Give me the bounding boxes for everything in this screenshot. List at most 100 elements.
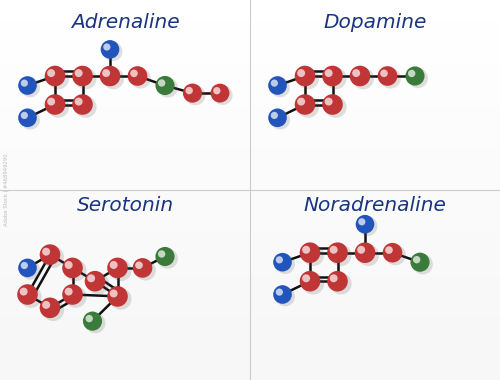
Point	[276, 289, 283, 295]
Point	[114, 293, 122, 299]
Point	[110, 76, 118, 82]
Point	[26, 117, 34, 123]
Point	[46, 252, 54, 258]
Point	[419, 261, 427, 268]
Point	[106, 46, 114, 52]
Point	[158, 80, 166, 86]
Point	[276, 117, 284, 123]
Point	[117, 268, 125, 274]
Point	[358, 219, 366, 225]
Point	[42, 302, 50, 308]
Point	[270, 112, 278, 119]
Point	[330, 275, 338, 281]
Point	[192, 92, 200, 98]
Point	[20, 80, 28, 86]
Point	[360, 76, 368, 82]
Point	[213, 88, 221, 94]
Point	[274, 115, 281, 121]
Point	[270, 80, 278, 86]
Point	[301, 101, 309, 108]
Point	[276, 84, 284, 90]
Point	[64, 262, 72, 268]
Point	[24, 115, 32, 121]
Point	[27, 294, 35, 300]
Point	[68, 265, 76, 271]
Point	[310, 281, 318, 287]
Point	[20, 288, 28, 294]
Point	[50, 254, 58, 260]
Point	[26, 267, 34, 273]
Point	[164, 256, 172, 262]
Point	[164, 85, 172, 91]
Point	[68, 291, 76, 298]
Point	[361, 221, 369, 227]
Point	[46, 305, 54, 311]
Point	[385, 247, 393, 253]
Point	[138, 265, 146, 271]
Point	[361, 250, 369, 256]
Point	[130, 70, 138, 76]
Point	[357, 247, 365, 253]
Point	[24, 265, 32, 271]
Point	[87, 275, 95, 281]
Text: Adobe Stock | #468949290: Adobe Stock | #468949290	[4, 154, 10, 226]
Point	[328, 73, 336, 79]
Point	[337, 281, 345, 287]
Point	[135, 262, 143, 268]
Point	[142, 267, 150, 273]
Point	[380, 70, 388, 76]
Point	[106, 73, 114, 79]
Point	[185, 87, 193, 93]
Point	[301, 73, 309, 79]
Point	[386, 75, 394, 81]
Point	[332, 104, 340, 110]
Point	[324, 98, 332, 104]
Point	[26, 84, 34, 90]
Point	[78, 73, 86, 79]
Point	[278, 291, 286, 298]
Point	[20, 263, 28, 269]
Point	[24, 82, 32, 89]
Point	[388, 250, 396, 256]
Point	[304, 104, 312, 110]
Point	[274, 82, 281, 89]
Point	[82, 76, 90, 82]
Point	[54, 104, 62, 110]
Point	[102, 70, 110, 76]
Point	[334, 250, 342, 256]
Point	[117, 296, 125, 302]
Point	[384, 73, 392, 79]
Point	[411, 73, 419, 79]
Point	[297, 70, 305, 76]
Point	[392, 252, 400, 258]
Point	[306, 250, 314, 256]
Point	[281, 293, 289, 299]
Point	[92, 320, 100, 326]
Point	[304, 76, 312, 82]
Point	[218, 92, 226, 98]
Text: Dopamine: Dopamine	[324, 13, 426, 32]
Point	[108, 48, 116, 54]
Point	[356, 73, 364, 79]
Point	[72, 268, 80, 274]
Point	[334, 278, 342, 284]
Point	[330, 247, 338, 253]
Point	[364, 223, 372, 229]
Point	[310, 252, 318, 258]
Point	[278, 259, 286, 265]
Point	[51, 73, 59, 79]
Point	[188, 90, 196, 96]
Point	[54, 76, 62, 82]
Text: Serotonin: Serotonin	[76, 196, 174, 215]
Point	[302, 275, 310, 281]
Point	[161, 253, 169, 260]
Point	[42, 249, 50, 255]
Point	[276, 257, 283, 263]
Point	[364, 252, 372, 258]
Point	[306, 278, 314, 284]
Point	[74, 70, 82, 76]
Point	[136, 75, 144, 81]
Point	[416, 259, 424, 265]
Point	[91, 278, 99, 284]
Point	[82, 104, 90, 110]
